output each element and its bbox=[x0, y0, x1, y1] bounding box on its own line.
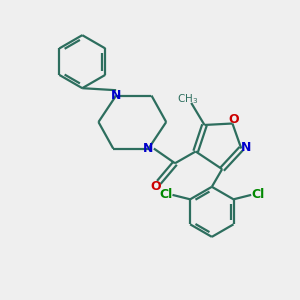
Text: CH$_3$: CH$_3$ bbox=[177, 92, 198, 106]
Text: Cl: Cl bbox=[159, 188, 172, 201]
Text: O: O bbox=[229, 113, 239, 127]
Text: N: N bbox=[143, 142, 154, 155]
Text: Cl: Cl bbox=[251, 188, 264, 201]
Text: N: N bbox=[111, 89, 121, 102]
Text: N: N bbox=[241, 141, 251, 154]
Text: O: O bbox=[151, 180, 161, 193]
